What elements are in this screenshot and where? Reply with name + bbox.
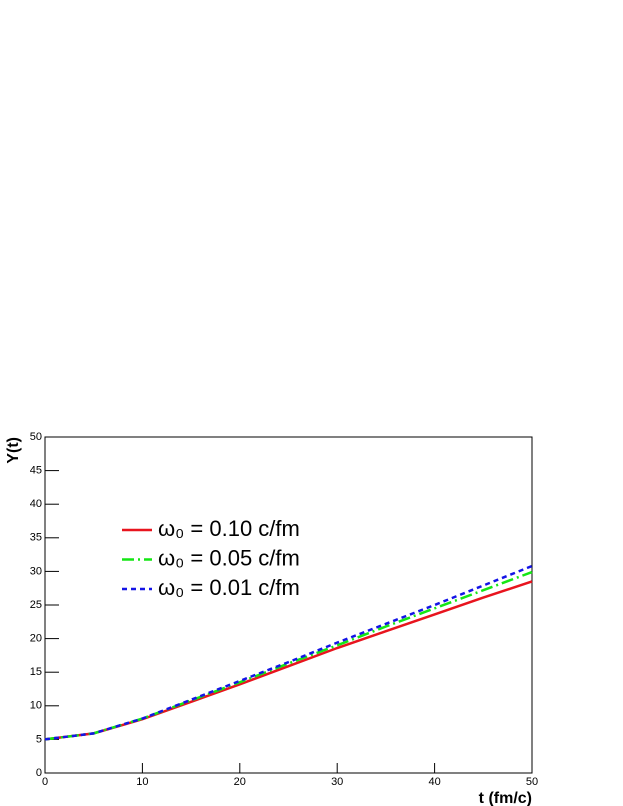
y-axis-label: Y(t) — [5, 437, 22, 464]
y-tick-label: 30 — [30, 565, 42, 577]
y-tick-label: 5 — [36, 733, 42, 745]
x-tick-label: 40 — [428, 776, 440, 788]
x-tick-label: 50 — [526, 776, 538, 788]
legend-label: ω₀ = 0.05 c/fm — [158, 545, 300, 570]
y-tick-label: 15 — [30, 666, 42, 678]
y-tick-label: 0 — [36, 767, 42, 779]
x-tick-label: 10 — [136, 776, 148, 788]
y-tick-label: 45 — [30, 465, 42, 477]
y-tick-label: 20 — [30, 633, 42, 645]
x-tick-label: 0 — [42, 776, 48, 788]
y-tick-label: 50 — [30, 431, 42, 443]
legend-label: ω₀ = 0.10 c/fm — [158, 516, 300, 541]
y-tick-label: 35 — [30, 532, 42, 544]
y-tick-label: 10 — [30, 700, 42, 712]
y-tick-label: 40 — [30, 498, 42, 510]
x-tick-label: 30 — [331, 776, 343, 788]
y-tick-label: 25 — [30, 599, 42, 611]
legend-label: ω₀ = 0.01 c/fm — [158, 575, 300, 600]
data-line — [44, 564, 533, 741]
x-tick-label: 20 — [234, 776, 246, 788]
x-axis-label: t (fm/c) — [479, 790, 532, 806]
data-line — [44, 580, 533, 741]
